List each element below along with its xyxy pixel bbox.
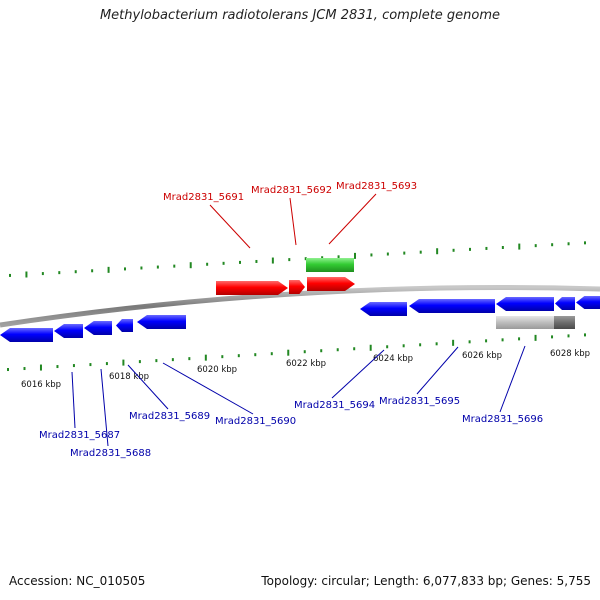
scale-tick-label: 6016 kbp — [21, 380, 61, 390]
label-leader-line — [100, 368, 109, 447]
gene-arrow-mrad2831-5696[interactable] — [496, 297, 554, 311]
label-leaders — [71, 193, 526, 447]
gene-arrow-small[interactable] — [555, 297, 575, 310]
gene-label-reverse[interactable]: Mrad2831_5687 — [39, 430, 120, 441]
gene-arrow-mrad2831-5693[interactable] — [307, 277, 355, 291]
rna-feature[interactable] — [306, 258, 354, 272]
label-leader-line — [209, 204, 251, 249]
gene-arrow-mrad2831-5690[interactable] — [137, 315, 186, 329]
label-leader-line — [162, 362, 254, 415]
other-feature-dark[interactable] — [554, 316, 575, 329]
gene-label-reverse[interactable]: Mrad2831_5690 — [215, 416, 296, 427]
gene-label-reverse[interactable]: Mrad2831_5695 — [379, 396, 460, 407]
feature-track — [0, 258, 600, 342]
gene-arrow-mrad2831-5689[interactable] — [84, 321, 112, 335]
gene-arrow-mrad2831-5695[interactable] — [409, 299, 495, 313]
gene-arrow-mrad2831-5691[interactable] — [216, 281, 288, 295]
gene-label-forward[interactable]: Mrad2831_5692 — [251, 185, 332, 196]
genome-summary: Topology: circular; Length: 6,077,833 bp… — [261, 574, 591, 588]
gene-label-reverse[interactable]: Mrad2831_5696 — [462, 414, 543, 425]
label-leader-line — [127, 364, 169, 410]
scale-tick-label: 6020 kbp — [197, 365, 237, 375]
gene-arrow-small[interactable] — [116, 319, 133, 332]
gene-label-reverse[interactable]: Mrad2831_5689 — [129, 411, 210, 422]
label-leader-line — [71, 371, 76, 429]
scale-tick-label: 6026 kbp — [462, 351, 502, 361]
gene-label-forward[interactable]: Mrad2831_5691 — [163, 192, 244, 203]
gene-arrow-mrad2831-5692[interactable] — [289, 280, 305, 294]
other-feature[interactable] — [496, 316, 554, 329]
gene-label-reverse[interactable]: Mrad2831_5694 — [294, 400, 375, 411]
scale-tick-label: 6028 kbp — [550, 349, 590, 359]
accession-text: Accession: NC_010505 — [9, 574, 146, 588]
scale-tick-label: 6018 kbp — [109, 372, 149, 382]
scale-ticks: 6016 kbp 6018 kbp 6020 kbp 6022 kbp 6024 kbp… — [21, 349, 590, 390]
label-leader-line — [328, 193, 377, 245]
gc-skew-track-outer — [9, 241, 586, 278]
gene-arrow-mrad2831-5687[interactable] — [0, 328, 53, 342]
genome-backbone — [0, 285, 600, 328]
label-leader-line — [331, 349, 385, 399]
gene-labels: Mrad2831_5691 Mrad2831_5692 Mrad2831_5693 M… — [39, 181, 543, 459]
label-leader-line — [289, 197, 297, 246]
gene-arrow-edge[interactable] — [576, 296, 600, 309]
label-leader-line — [416, 346, 459, 395]
scale-tick-label: 6022 kbp — [286, 359, 326, 369]
label-leader-line — [499, 345, 526, 413]
gene-label-reverse[interactable]: Mrad2831_5688 — [70, 448, 151, 459]
page-title: Methylobacterium radiotolerans JCM 2831,… — [99, 8, 501, 23]
gene-arrow-mrad2831-5688[interactable] — [54, 324, 83, 338]
gc-skew-track-inner — [7, 333, 586, 372]
gene-arrow-mrad2831-5694[interactable] — [360, 302, 407, 316]
scale-tick-label: 6024 kbp — [373, 354, 413, 364]
gene-label-forward[interactable]: Mrad2831_5693 — [336, 181, 417, 192]
